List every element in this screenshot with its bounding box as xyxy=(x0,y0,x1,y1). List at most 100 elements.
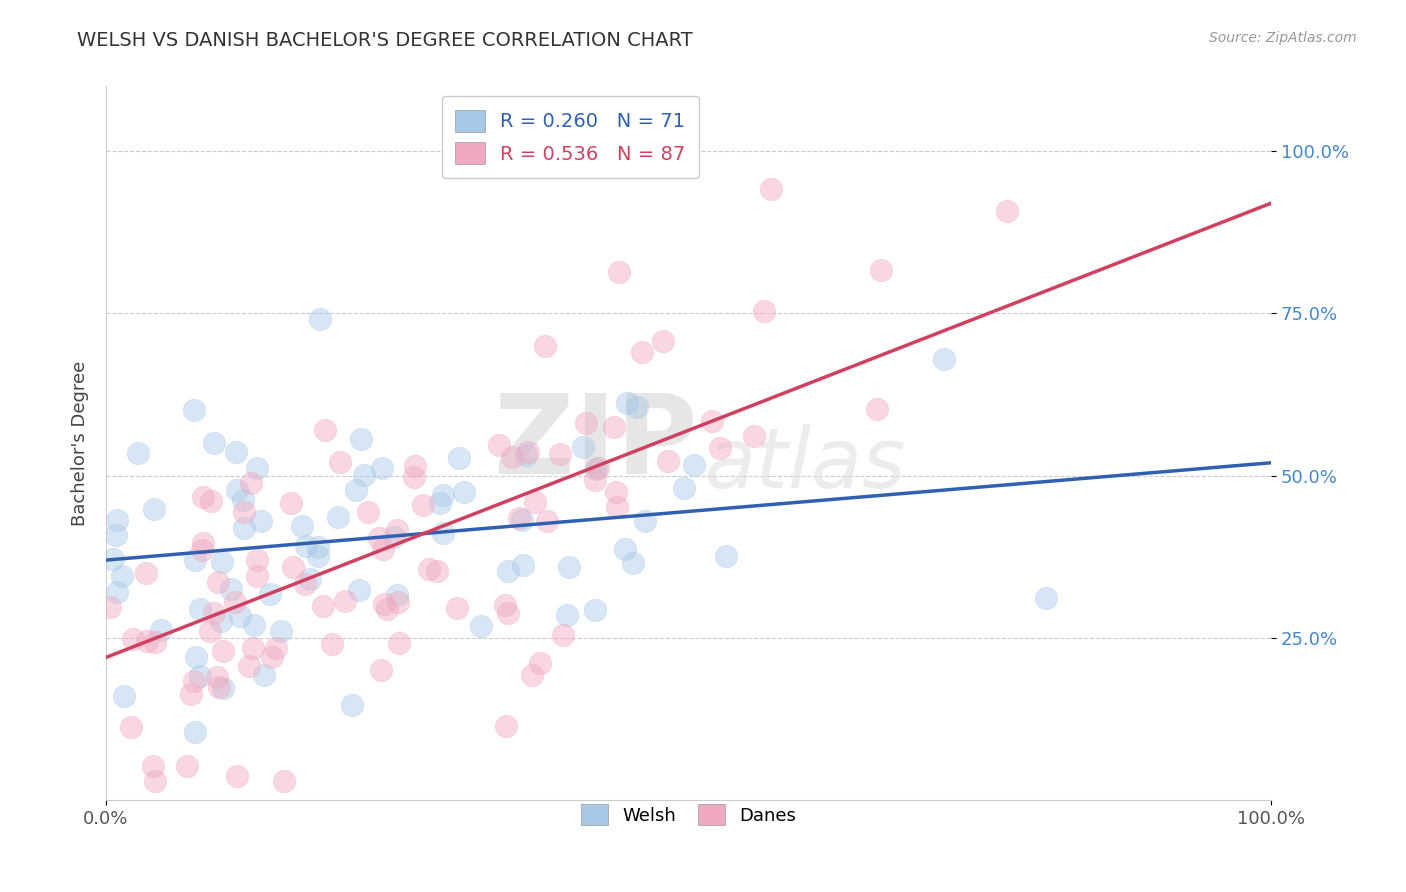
Point xyxy=(328,455,350,469)
Point xyxy=(752,303,775,318)
Point xyxy=(384,531,406,545)
Point xyxy=(253,667,276,681)
Point xyxy=(630,344,652,359)
Point xyxy=(501,450,523,464)
Point xyxy=(388,636,411,650)
Point xyxy=(136,633,159,648)
Point xyxy=(585,462,607,476)
Point xyxy=(572,440,595,454)
Point xyxy=(995,204,1018,219)
Point xyxy=(191,490,214,504)
Text: ZIP: ZIP xyxy=(494,390,697,497)
Point xyxy=(494,598,516,612)
Point xyxy=(510,514,533,528)
Point xyxy=(520,668,543,682)
Point xyxy=(932,352,955,367)
Point xyxy=(371,541,394,556)
Text: atlas: atlas xyxy=(704,425,905,505)
Point xyxy=(326,510,349,524)
Text: WELSH VS DANISH BACHELOR'S DEGREE CORRELATION CHART: WELSH VS DANISH BACHELOR'S DEGREE CORREL… xyxy=(77,31,693,50)
Point xyxy=(180,687,202,701)
Point xyxy=(583,602,606,616)
Point xyxy=(105,513,128,527)
Point xyxy=(246,568,269,582)
Point xyxy=(314,423,336,437)
Point xyxy=(742,429,765,443)
Point xyxy=(1035,591,1057,606)
Point xyxy=(273,773,295,788)
Point xyxy=(209,614,232,628)
Point xyxy=(605,484,627,499)
Point xyxy=(232,492,254,507)
Point xyxy=(190,543,212,558)
Point xyxy=(211,555,233,569)
Point xyxy=(224,595,246,609)
Point xyxy=(183,402,205,417)
Point xyxy=(385,523,408,537)
Point xyxy=(283,560,305,574)
Point xyxy=(333,594,356,608)
Point xyxy=(371,461,394,475)
Point xyxy=(103,551,125,566)
Point xyxy=(759,182,782,196)
Point xyxy=(127,445,149,459)
Point xyxy=(470,619,492,633)
Point xyxy=(184,552,207,566)
Point xyxy=(188,669,211,683)
Legend: Welsh, Danes: Welsh, Danes xyxy=(572,795,806,834)
Point xyxy=(387,588,409,602)
Point xyxy=(446,600,468,615)
Point xyxy=(264,641,287,656)
Point xyxy=(226,483,249,497)
Point xyxy=(529,656,551,670)
Point xyxy=(495,719,517,733)
Point xyxy=(228,609,250,624)
Point xyxy=(353,468,375,483)
Point xyxy=(260,649,283,664)
Point xyxy=(548,447,571,461)
Point xyxy=(143,502,166,516)
Point xyxy=(349,582,371,597)
Point xyxy=(498,564,520,578)
Point xyxy=(613,542,636,557)
Point xyxy=(135,566,157,580)
Point xyxy=(242,640,264,655)
Point xyxy=(375,602,398,616)
Point xyxy=(191,536,214,550)
Point xyxy=(143,773,166,788)
Point xyxy=(307,549,329,563)
Point xyxy=(198,624,221,639)
Point xyxy=(350,432,373,446)
Point xyxy=(866,401,889,416)
Point xyxy=(120,720,142,734)
Point xyxy=(240,476,263,491)
Point xyxy=(714,549,737,563)
Point xyxy=(242,618,264,632)
Point xyxy=(340,698,363,712)
Point xyxy=(652,334,675,349)
Text: Source: ZipAtlas.com: Source: ZipAtlas.com xyxy=(1209,31,1357,45)
Point xyxy=(299,573,322,587)
Point xyxy=(112,689,135,703)
Point xyxy=(517,445,540,459)
Point xyxy=(308,312,330,326)
Point xyxy=(188,601,211,615)
Point xyxy=(515,448,537,462)
Point xyxy=(672,481,695,495)
Point xyxy=(583,473,606,487)
Point xyxy=(683,458,706,472)
Point xyxy=(524,494,547,508)
Point xyxy=(488,438,510,452)
Point xyxy=(246,553,269,567)
Y-axis label: Bachelor's Degree: Bachelor's Degree xyxy=(72,360,89,526)
Point xyxy=(202,606,225,620)
Point xyxy=(512,558,534,573)
Point xyxy=(616,396,638,410)
Point xyxy=(219,582,242,596)
Point xyxy=(603,419,626,434)
Point xyxy=(184,725,207,739)
Point xyxy=(357,505,380,519)
Point xyxy=(270,624,292,639)
Point xyxy=(447,450,470,465)
Point xyxy=(200,493,222,508)
